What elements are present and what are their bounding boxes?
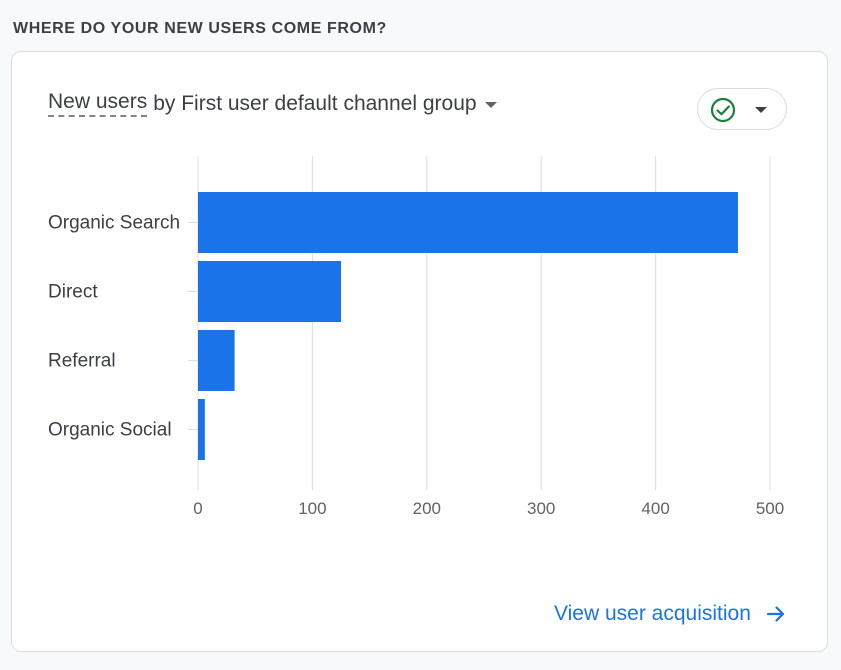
bar [198,330,235,391]
category-label: Organic Search [48,213,180,234]
check-circle-icon [710,97,736,123]
x-tick-label: 300 [527,499,555,518]
bar [198,399,205,460]
bar [198,261,341,322]
section-title: WHERE DO YOUR NEW USERS COME FROM? [13,20,387,37]
x-tick-label: 200 [413,499,441,518]
category-label: Referral [48,351,116,372]
category-label: Organic Social [48,420,172,441]
bar [198,192,738,253]
metric-selector[interactable]: New users [48,90,148,117]
arrow-right-icon [766,606,784,622]
bar-chart: 0 100 200 300 400 500 Organic Search Direct Refe… [48,156,784,518]
acquisition-card: New users by First user default channel … [11,51,828,652]
data-quality-button[interactable] [697,88,787,130]
category-label: Direct [48,282,98,303]
x-tick-label: 0 [193,499,202,518]
card-header: New users by First user default channel … [48,90,497,117]
dimension-selector[interactable]: by First user default channel group [153,91,477,115]
view-user-acquisition-label: View user acquisition [554,602,751,625]
chevron-down-icon [755,107,767,113]
x-tick-label: 500 [756,499,784,518]
x-tick-label: 100 [298,499,326,518]
dimension-dropdown-caret-icon[interactable] [484,101,497,108]
x-tick-label: 400 [641,499,669,518]
view-user-acquisition-link[interactable]: View user acquisition [554,602,787,626]
